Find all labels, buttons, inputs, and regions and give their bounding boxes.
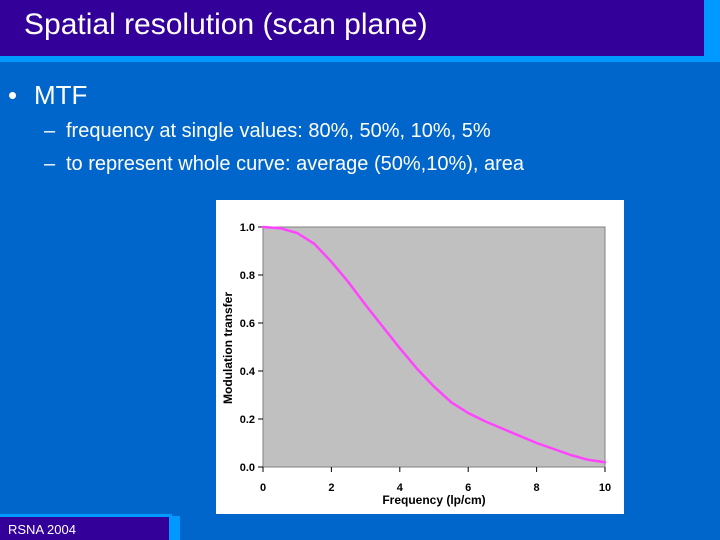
y-tick-label: 0.8 — [240, 270, 255, 282]
y-tick-label: 0.6 — [240, 318, 255, 330]
slide-title: Spatial resolution (scan plane) — [24, 8, 428, 41]
mtf-chart: 0.0 0.2 0.4 0.6 0.8 1.0 0 2 4 6 8 10 Frequency (lp/… — [216, 200, 624, 514]
sub-bullet: – frequency at single values: 80%, 50%, 1… — [44, 120, 491, 143]
footer-accent — [172, 516, 180, 540]
chart-svg: 0.0 0.2 0.4 0.6 0.8 1.0 0 2 4 6 8 10 Frequency (lp/… — [221, 222, 611, 507]
plot-area — [262, 226, 606, 468]
x-tick-label: 10 — [599, 482, 611, 494]
x-axis-label: Frequency (lp/cm) — [382, 493, 485, 507]
title-underline — [0, 56, 720, 62]
bullet-main-text: MTF — [34, 80, 88, 110]
y-tick-label: 1.0 — [240, 222, 255, 234]
title-right-accent — [704, 0, 720, 62]
y-axis-label: Modulation transfer — [221, 292, 235, 404]
sub-bullet-text: to represent whole curve: average (50%,1… — [66, 153, 525, 175]
x-tick-label: 8 — [534, 482, 540, 494]
x-tick-label: 6 — [465, 482, 471, 494]
footer-text: RSNA 2004 — [8, 522, 76, 537]
y-tick-label: 0.2 — [240, 414, 255, 426]
footer-tab: RSNA 2004 — [0, 514, 172, 540]
y-tick-label: 0.0 — [240, 462, 255, 474]
y-tick-label: 0.4 — [240, 366, 256, 378]
dash-icon: – — [44, 120, 56, 142]
bullet-main: • MTF — [8, 80, 87, 111]
x-tick-label: 0 — [260, 482, 266, 494]
dash-icon: – — [44, 153, 56, 175]
title-bar: Spatial resolution (scan plane) — [0, 0, 720, 62]
bullet-dot-icon: • — [8, 80, 18, 110]
x-tick-label: 2 — [328, 482, 334, 494]
sub-bullet-text: frequency at single values: 80%, 50%, 10… — [66, 120, 491, 142]
x-tick-label: 4 — [397, 482, 404, 494]
sub-bullet: – to represent whole curve: average (50%,… — [44, 153, 524, 176]
